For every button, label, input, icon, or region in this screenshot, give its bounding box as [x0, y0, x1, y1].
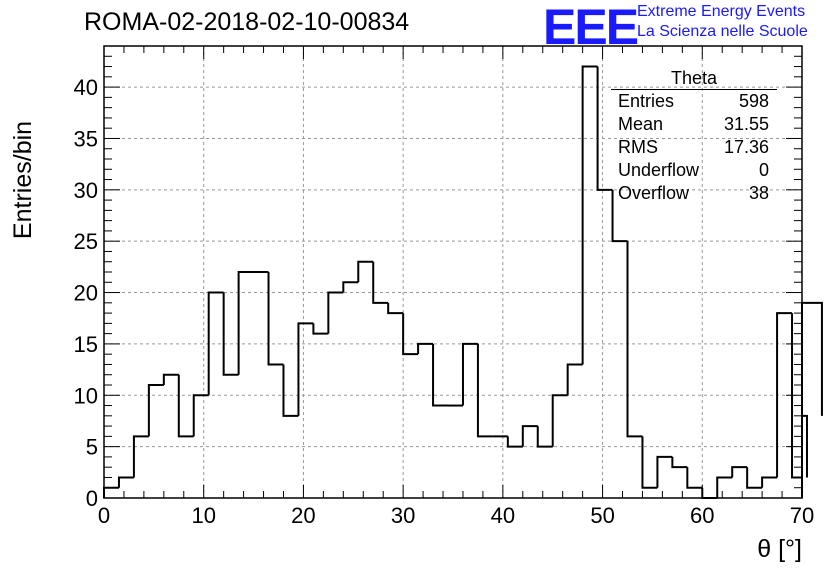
y-tick-label: 40	[74, 75, 98, 100]
histogram-bin	[611, 189, 628, 243]
y-axis-label: Entries/bin	[9, 121, 37, 239]
histogram-bin	[761, 476, 778, 488]
histogram-bin	[132, 435, 149, 478]
stats-value: 38	[748, 183, 769, 203]
y-tick-label: 0	[86, 486, 98, 511]
histogram-bin	[506, 436, 523, 448]
stats-value: 31.55	[723, 114, 769, 134]
stats-label: Underflow	[618, 160, 700, 180]
histogram-bin	[476, 343, 493, 438]
stats-row-overflow: Overflow 38	[611, 182, 777, 205]
histogram-bin	[716, 476, 733, 498]
y-tick-label: 15	[74, 332, 98, 357]
stats-box: Theta Entries 598 Mean 31.55 RMS 17.36 Unde…	[611, 68, 777, 205]
histogram-bin	[342, 281, 359, 293]
logo-subtitle-line2: La Scienza nelle Scuole	[637, 23, 808, 40]
histogram-bin	[237, 271, 254, 375]
histogram-bin	[801, 301, 823, 498]
histogram-bin	[387, 302, 404, 315]
histogram-bin	[581, 65, 598, 365]
histogram-bin	[521, 425, 538, 447]
histogram-bin	[656, 455, 673, 488]
histogram-bin	[596, 66, 613, 191]
histogram-bin	[626, 241, 643, 438]
x-tick-label: 50	[590, 503, 614, 528]
y-tick-label: 30	[74, 178, 98, 203]
stats-row-underflow: Underflow 0	[611, 159, 777, 182]
logo-subtitle: Extreme Energy Events La Scienza nelle S…	[637, 2, 808, 42]
stats-value: 598	[738, 91, 769, 111]
histogram-bin	[282, 364, 299, 417]
x-axis-label: θ [°]	[757, 535, 802, 563]
y-tick-label: 35	[74, 126, 98, 151]
x-tick-label: 0	[98, 503, 110, 528]
histogram-bars	[103, 65, 823, 499]
logo-subtitle-line1: Extreme Energy Events	[637, 3, 806, 20]
histogram-bin	[192, 394, 209, 437]
histogram-bin	[267, 272, 284, 366]
histogram-bin	[461, 342, 478, 406]
histogram-bin	[432, 343, 449, 407]
histogram-bin	[162, 373, 179, 385]
stats-label: Overflow	[618, 183, 690, 203]
histogram-bin	[671, 456, 688, 469]
histogram-bin	[103, 486, 119, 498]
histogram-bin	[746, 467, 763, 489]
histogram-bin	[297, 322, 314, 416]
stats-row-rms: RMS 17.36	[611, 136, 777, 159]
histogram-bin	[312, 323, 329, 335]
stats-label: Entries	[618, 91, 675, 111]
histogram-bin	[177, 374, 194, 438]
histogram-bin	[357, 260, 374, 283]
histogram-bin	[731, 466, 748, 478]
stats-box-title: Theta	[611, 68, 777, 90]
stats-row-mean: Mean 31.55	[611, 113, 777, 136]
x-tick-label: 20	[291, 503, 315, 528]
histogram-bin	[372, 261, 389, 304]
axis-ticks	[103, 45, 803, 499]
chart-title: ROMA-02-2018-02-10-00834	[84, 8, 410, 36]
histogram-bin	[222, 292, 239, 376]
x-tick-label: 40	[491, 503, 515, 528]
stats-row-entries: Entries 598	[611, 90, 777, 113]
stats-value: 0	[758, 160, 769, 180]
tick-labels: 0 10 20 30 40 50 60 70 0 5 10 15 20 25 30 35 40	[74, 75, 815, 528]
stats-label: Mean	[618, 114, 664, 134]
histogram-bin	[417, 342, 434, 355]
eee-logo: EEE	[543, 0, 639, 55]
histogram-bin	[327, 291, 344, 334]
histogram-bin	[641, 436, 658, 489]
x-tick-label: 60	[690, 503, 714, 528]
y-tick-label: 5	[86, 435, 98, 460]
stats-label: RMS	[618, 137, 658, 157]
histogram-bin	[566, 363, 583, 396]
histogram-bin	[776, 312, 793, 478]
histogram-bin	[117, 476, 134, 488]
histogram-bin	[207, 291, 224, 396]
histogram-bin	[147, 384, 164, 437]
y-tick-label: 10	[74, 383, 98, 408]
histogram-bin	[802, 414, 808, 478]
histogram-bin	[536, 426, 553, 448]
histogram-bin	[551, 394, 568, 447]
x-tick-label: 70	[790, 503, 814, 528]
x-tick-label: 30	[391, 503, 415, 528]
histogram-bin	[686, 467, 703, 489]
histogram-bin	[701, 487, 718, 499]
y-tick-label: 20	[74, 281, 98, 306]
histogram-bin	[402, 313, 419, 356]
y-tick-label: 25	[74, 229, 98, 254]
x-tick-label: 10	[191, 503, 215, 528]
stats-value: 17.36	[723, 137, 769, 157]
